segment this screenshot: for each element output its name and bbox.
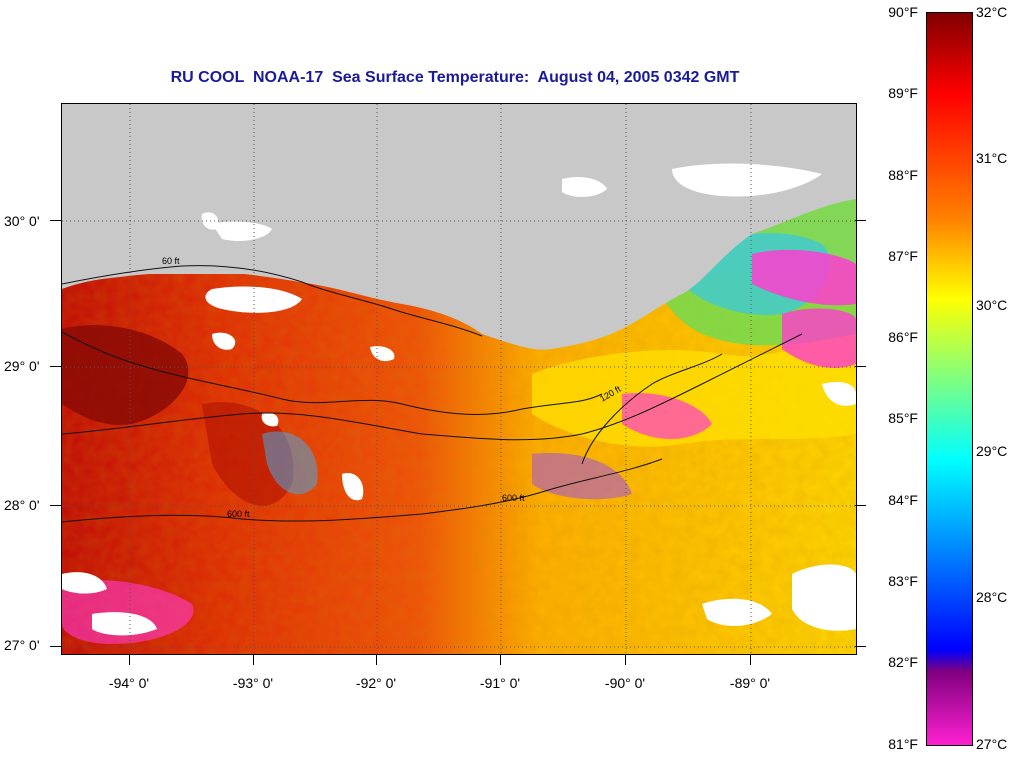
cb-label-29c: 29°C (976, 443, 1008, 459)
cb-label-82f: 82°F (888, 654, 918, 670)
contour-label-600b: 600 ft (502, 493, 525, 503)
contour-label-600: 600 ft (227, 509, 250, 519)
cb-label-31c: 31°C (976, 150, 1008, 166)
bathymetry-contours (62, 265, 803, 523)
temperature-colorbar (926, 12, 973, 746)
cloud-patch (212, 221, 272, 241)
cb-label-90f: 90°F (888, 4, 918, 20)
cb-label-83f: 83°F (888, 573, 918, 589)
cb-label-89f: 89°F (888, 85, 918, 101)
cb-label-32c: 32°C (976, 4, 1008, 20)
lat-label-27: 27° 0' (4, 637, 40, 653)
lat-label-30: 30° 0' (4, 213, 40, 229)
map-grid (62, 104, 856, 654)
lon-label-93: -93° 0' (232, 675, 274, 691)
cb-label-27c: 27°C (976, 736, 1008, 752)
lon-label-94: -94° 0' (108, 675, 150, 691)
lon-label-90: -90° 0' (604, 675, 646, 691)
contour-label-60: 60 ft (162, 256, 180, 266)
lon-label-89: -89° 0' (729, 675, 771, 691)
lat-label-28: 28° 0' (4, 497, 40, 513)
cb-label-28c: 28°C (976, 589, 1008, 605)
lon-label-92: -92° 0' (355, 675, 397, 691)
cb-label-81f: 81°F (888, 736, 918, 752)
cb-label-88f: 88°F (888, 167, 918, 183)
cb-label-84f: 84°F (888, 492, 918, 508)
figure-title: RU COOL NOAA-17 Sea Surface Temperature:… (170, 69, 740, 86)
land-area (62, 104, 856, 350)
cb-label-85f: 85°F (888, 410, 918, 426)
warm-core-region (62, 325, 189, 425)
lat-label-29: 29° 0' (4, 358, 40, 374)
lon-label-91: -91° 0' (479, 675, 521, 691)
cb-label-86f: 86°F (888, 329, 918, 345)
cb-label-87f: 87°F (888, 248, 918, 264)
sst-map: 60 ft 120 ft 600 ft 600 ft (61, 103, 857, 655)
cb-label-30c: 30°C (976, 297, 1008, 313)
